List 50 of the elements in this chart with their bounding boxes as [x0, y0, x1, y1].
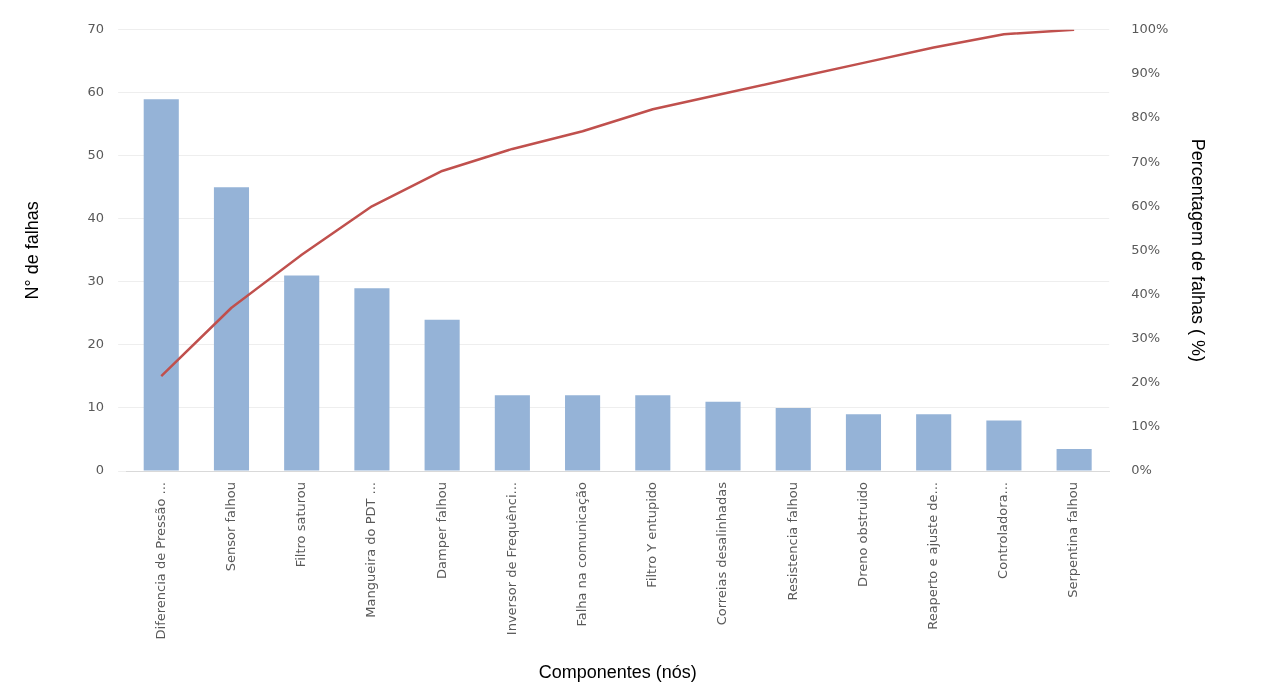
x-tick-label: Resistencia falhou [784, 482, 800, 601]
y2-tick-label: 20% [1131, 374, 1161, 390]
bar [284, 275, 320, 471]
bar [775, 407, 811, 471]
bar [143, 99, 179, 471]
x-axis-title: Componentes (nós) [538, 662, 697, 683]
y2-tick-label: 60% [1131, 197, 1161, 213]
y2-tick-label: 30% [1131, 330, 1161, 346]
x-tick-label: Reaperto e ajuste de... [925, 482, 941, 630]
bar [354, 288, 390, 471]
y2-tick-label: 0% [1131, 462, 1152, 478]
x-tick-label: Inversor de Frequênci... [503, 482, 519, 636]
y-tick-label: 0 [95, 462, 105, 478]
y2-tick-label: 70% [1131, 153, 1161, 169]
bar [494, 395, 530, 471]
x-tick-label: Dreno obstruido [854, 481, 870, 587]
x-tick-label: Sensor falhou [222, 482, 238, 572]
y2-tick-label: 40% [1131, 285, 1161, 301]
y-tick-label: 60 [87, 84, 105, 100]
y-tick-label: 10 [87, 399, 105, 415]
x-tick-label: Mangueira do PDT ... [363, 482, 379, 618]
x-tick-label: Filtro saturou [293, 482, 309, 568]
y2-tick-label: 80% [1131, 109, 1161, 125]
y-axis-title: N° de falhas [21, 201, 42, 300]
bar [635, 395, 671, 471]
bar [916, 414, 952, 471]
y-tick-label: 40 [87, 210, 105, 226]
x-tick-label: Serpentina falhou [1065, 482, 1081, 598]
x-tick-label: Correias desalinhadas [714, 481, 730, 626]
y-tick-label: 70 [87, 21, 105, 37]
y2-axis-title: Percentagem de falhas ( %) [1188, 138, 1209, 362]
x-tick-label: Controladora... [995, 482, 1011, 579]
bar [1056, 448, 1092, 471]
bar [986, 420, 1022, 471]
bar [424, 319, 460, 471]
y2-tick-label: 50% [1131, 241, 1161, 257]
y2-tick-label: 100% [1131, 21, 1169, 37]
bar [565, 395, 601, 471]
y-tick-label: 30 [87, 273, 105, 289]
x-tick-label: Diferencia de Pressão ... [152, 482, 168, 640]
y2-tick-label: 10% [1131, 418, 1161, 434]
y-tick-label: 50 [87, 147, 105, 163]
y2-tick-label: 90% [1131, 65, 1161, 81]
bar [213, 187, 250, 471]
bar [845, 414, 882, 471]
x-tick-label: Filtro Y entupido [644, 481, 660, 588]
y-tick-label: 20 [87, 336, 105, 352]
x-tick-label: Falha na comunicação [573, 481, 589, 627]
bar [705, 401, 741, 471]
x-tick-label: Damper falhou [433, 482, 449, 579]
